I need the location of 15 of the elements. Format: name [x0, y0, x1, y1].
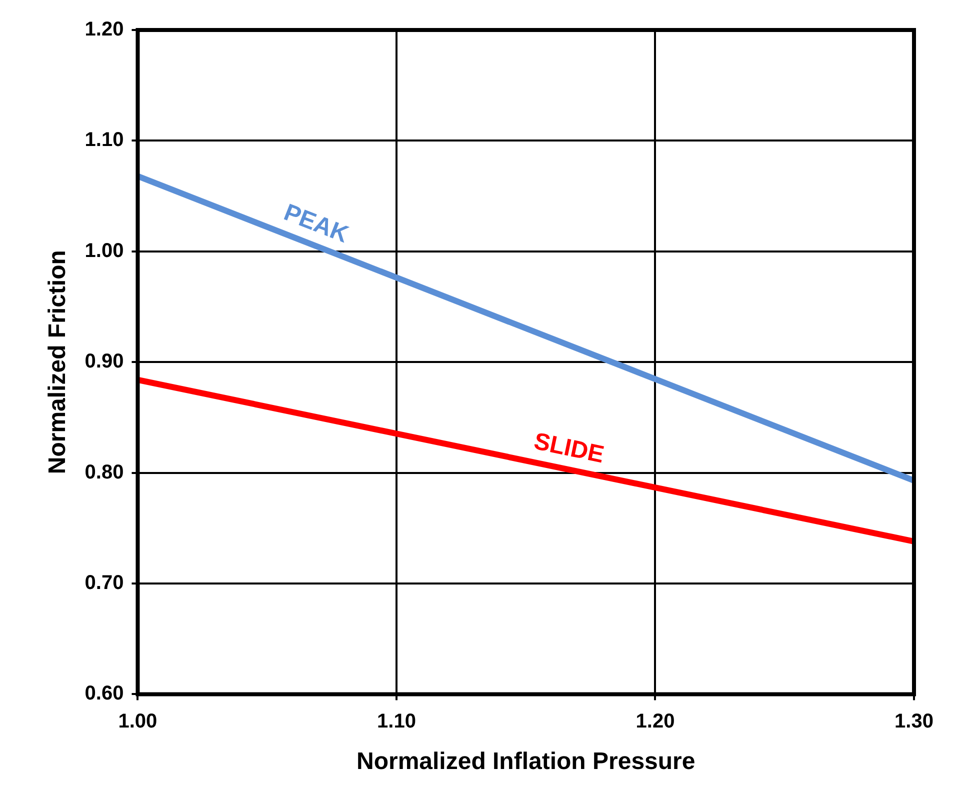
y-tick-label: 0.90 — [84, 350, 124, 373]
y-tick-label: 1.00 — [84, 240, 124, 262]
x-tick-label: 1.20 — [636, 710, 675, 733]
x-tick-label: 1.30 — [894, 710, 934, 733]
text: SLIDE — [532, 428, 606, 469]
y-tick-label: 1.10 — [84, 129, 124, 152]
y-tick-label: 1.20 — [84, 18, 124, 41]
y-tick-label: 0.70 — [84, 572, 124, 594]
x-tick-label: 1.00 — [118, 710, 158, 733]
x-tick-label: 1.10 — [377, 710, 416, 733]
y-tick-label: 0.80 — [84, 461, 124, 484]
text: PEAK — [280, 198, 353, 249]
y-axis-title: Normalized Friction — [44, 250, 72, 474]
x-axis-title: Normalized Inflation Pressure — [356, 748, 696, 776]
y-tick-label: 0.60 — [84, 682, 124, 705]
